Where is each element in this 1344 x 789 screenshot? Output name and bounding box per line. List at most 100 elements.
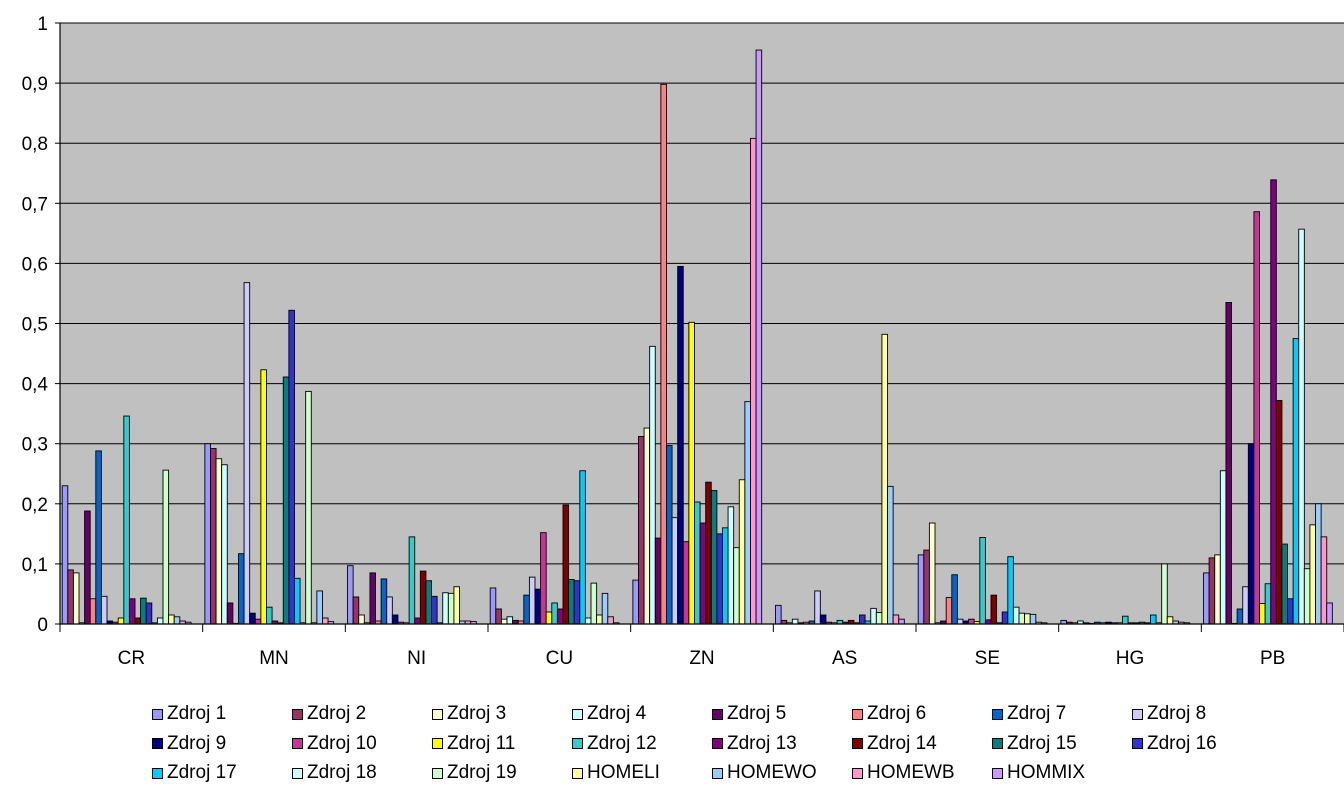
bar-zdroj-17-cu [579, 470, 586, 625]
bar-zdroj-4-zn [649, 345, 656, 625]
bar-zdroj-8-cu [528, 576, 536, 625]
gridlines [60, 22, 1344, 565]
bar-zdroj-11-cr [117, 617, 125, 625]
y-tick-label: 0,7 [22, 194, 48, 215]
bar-zdroj-19-pb [1303, 568, 1311, 625]
y-tick-label: 0,5 [22, 315, 48, 336]
legend-swatch [992, 708, 1003, 720]
bar-homewo-cu [601, 592, 609, 625]
bar-homeli-cr [168, 614, 175, 625]
bar-zdroj-5-zn [654, 537, 662, 625]
bar-homeli-ni [453, 586, 460, 625]
y-tick-label: 1 [37, 14, 48, 35]
legend-label: Zdroj 13 [727, 732, 797, 754]
bar-zdroj-19-mn [305, 390, 312, 625]
bar-zdroj-5-cr [84, 510, 91, 625]
bar-zdroj-16-ni [431, 595, 438, 625]
bar-zdroj-12-cu [551, 602, 558, 625]
y-axis-labels: 0 0,1 0,2 0,3 0,4 0,5 0,6 0,7 0,8 0,9 1 [22, 14, 60, 636]
bar-zdroj-9-as [819, 614, 827, 625]
legend-item: Zdroj 13 [712, 732, 797, 756]
bar-homeli-as [881, 333, 888, 625]
legend-item: Zdroj 5 [712, 702, 786, 726]
legend-label: HOMMIX [1007, 762, 1086, 783]
x-tick-label: HG [1116, 648, 1145, 669]
legend-swatch [292, 738, 303, 749]
bar-zdroj-17-zn [722, 527, 729, 625]
bar-zdroj-19-cr [162, 469, 170, 625]
bar-zdroj-12-zn [694, 501, 701, 625]
bar-zdroj-1-as [775, 604, 782, 625]
bar-zdroj-6-cr [89, 598, 97, 625]
legend-swatch [1132, 738, 1143, 749]
bar-zdroj-10-se [968, 618, 975, 625]
legend-swatch [992, 767, 1003, 779]
y-tick-label: 0,6 [22, 254, 48, 275]
bar-zdroj-16-cu [573, 580, 581, 625]
x-tick-label: AS [832, 648, 857, 669]
legend-item: Zdroj 8 [1132, 702, 1206, 726]
bar-zdroj-2-mn [210, 448, 217, 625]
bar-homeli-zn [738, 479, 746, 625]
bar-zdroj-1-ni [347, 565, 354, 625]
bar-zdroj-3-mn [215, 458, 223, 625]
legend-item: Zdroj 18 [292, 761, 377, 785]
bar-zdroj-1-cu [489, 587, 497, 625]
bar-zdroj-2-se [923, 549, 930, 625]
bar-zdroj-12-ni [408, 536, 416, 625]
bar-zdroj-11-pb [1259, 603, 1266, 625]
legend-item: Zdroj 15 [992, 732, 1077, 756]
bar-zdroj-12-pb [1264, 583, 1272, 625]
bar-homewo-se [1029, 613, 1037, 625]
x-axis-labels: CR MN NI CU ZN AS SE HG PB [118, 648, 1286, 669]
bar-zdroj-15-ni [425, 580, 432, 625]
bar-zdroj-7-se [951, 574, 958, 625]
legend-item: Zdroj 14 [852, 732, 937, 756]
legend-swatch [992, 738, 1003, 749]
bar-zdroj-9-mn [249, 612, 256, 625]
legend-label: Zdroj 15 [1007, 732, 1077, 754]
legend-item: HOMMIX [992, 761, 1085, 785]
bar-zdroj-6-zn [660, 83, 667, 625]
legend-label: Zdroj 9 [167, 732, 227, 754]
legend-label: Zdroj 8 [1147, 703, 1207, 724]
y-tick-label: 0 [37, 615, 48, 636]
bar-zdroj-16-as [859, 614, 866, 625]
legend-swatch [432, 708, 443, 720]
bar-zdroj-18-cu [584, 617, 592, 625]
bar-zdroj-8-pb [1242, 586, 1249, 625]
legend-swatch [852, 708, 863, 720]
legend-item: Zdroj 12 [572, 732, 657, 756]
bar-homeli-hg [1166, 616, 1174, 625]
legend-swatch [152, 708, 163, 720]
bar-homewb-as [892, 614, 900, 625]
bar-zdroj-1-zn [632, 579, 639, 625]
bars [61, 49, 1333, 625]
bar-zdroj-6-se [945, 597, 953, 625]
legend-swatch [432, 738, 443, 749]
bar-hommix-as [898, 618, 905, 625]
bar-homewo-zn [744, 401, 751, 625]
bar-zdroj-13-cu [556, 608, 564, 625]
legend-swatch [292, 708, 303, 720]
bar-zdroj-16-se [1001, 611, 1009, 625]
bar-hommix-pb [1326, 602, 1333, 625]
bar-homeli-pb [1309, 524, 1316, 625]
bar-zdroj-8-mn [243, 282, 251, 625]
legend-label: Zdroj 18 [307, 762, 377, 783]
legend-swatch [572, 738, 583, 749]
bar-zdroj-2-pb [1208, 557, 1216, 625]
bar-zdroj-2-cr [67, 569, 74, 625]
bar-zdroj-14-zn [705, 481, 712, 625]
bar-zdroj-16-cr [145, 602, 153, 625]
bar-zdroj-3-cu [500, 618, 508, 625]
legend-swatch [712, 767, 723, 779]
legend-label: Zdroj 5 [727, 703, 787, 724]
legend-swatch [572, 708, 583, 720]
bar-zdroj-7-mn [238, 553, 245, 625]
bar-zdroj-4-pb [1219, 470, 1227, 625]
legend-item: HOMELI [572, 761, 660, 785]
bar-zdroj-15-pb [1281, 543, 1288, 625]
bar-zdroj-17-hg [1150, 614, 1157, 625]
bar-zdroj-4-cu [506, 616, 514, 625]
